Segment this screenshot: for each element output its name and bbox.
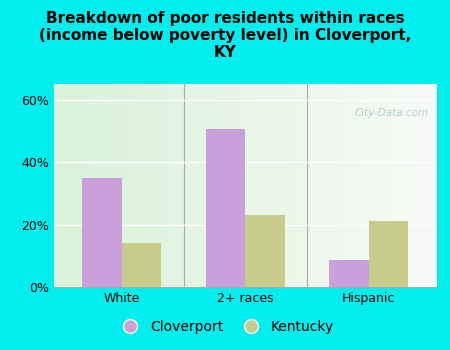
Bar [329,260,369,287]
Text: Breakdown of poor residents within races
(income below poverty level) in Cloverp: Breakdown of poor residents within races… [39,10,411,60]
Text: City-Data.com: City-Data.com [355,108,429,118]
Bar [122,243,162,287]
Bar [206,129,245,287]
Bar [82,178,122,287]
Bar [369,222,408,287]
Bar [245,215,285,287]
Legend: Cloverport, Kentucky: Cloverport, Kentucky [111,314,339,340]
